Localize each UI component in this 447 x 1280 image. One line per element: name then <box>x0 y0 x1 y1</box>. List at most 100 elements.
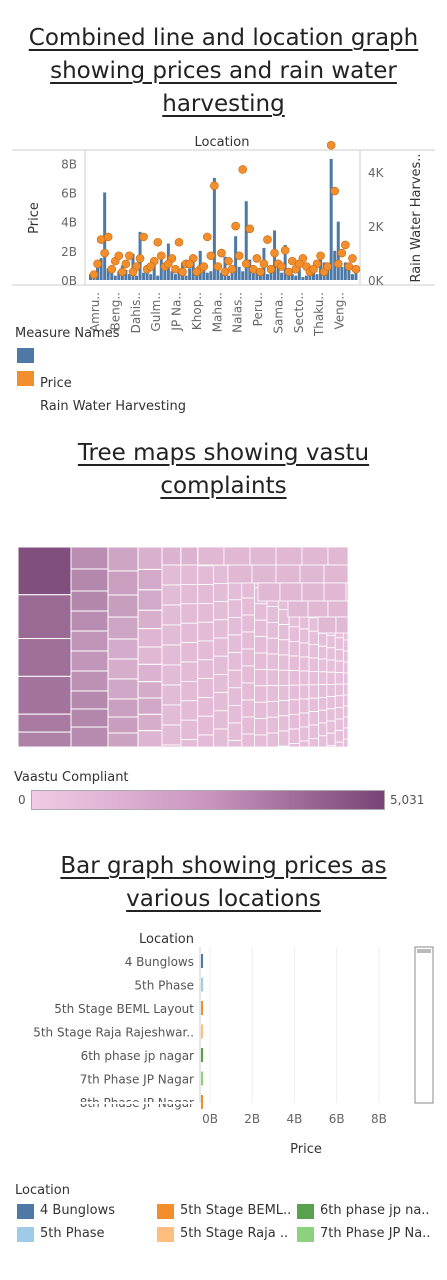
treemap-cell[interactable] <box>213 564 229 584</box>
treemap-cell[interactable] <box>308 630 319 645</box>
treemap-cell[interactable] <box>288 713 300 730</box>
treemap-cell[interactable] <box>334 683 345 697</box>
treemap-cell[interactable] <box>18 547 72 596</box>
treemap-cell[interactable] <box>327 600 348 618</box>
rain-point[interactable] <box>277 262 286 271</box>
treemap-cell[interactable] <box>323 582 347 602</box>
rain-point[interactable] <box>153 237 163 247</box>
treemap-cell[interactable] <box>253 685 268 703</box>
treemap-cell[interactable] <box>107 678 139 700</box>
treemap-cell[interactable] <box>70 726 109 747</box>
treemap-cell[interactable] <box>278 639 290 656</box>
treemap-cell[interactable] <box>180 739 199 747</box>
rain-point[interactable] <box>295 259 304 269</box>
treemap-cell[interactable] <box>334 649 345 662</box>
rain-point[interactable] <box>309 264 318 274</box>
treemap-cell[interactable] <box>227 669 243 689</box>
rain-point[interactable] <box>280 246 290 255</box>
price-bar[interactable] <box>89 274 92 280</box>
price-bar[interactable] <box>135 275 139 280</box>
price-bar[interactable] <box>212 177 216 280</box>
treemap-cell[interactable] <box>326 744 336 747</box>
treemap-cell[interactable] <box>180 680 199 702</box>
price-bar[interactable] <box>311 271 315 280</box>
treemap-cell[interactable] <box>343 672 348 685</box>
treemap-cell[interactable] <box>227 722 243 742</box>
treemap-cell[interactable] <box>161 744 182 747</box>
rain-point[interactable] <box>164 259 173 269</box>
price-bar[interactable] <box>237 266 241 280</box>
treemap-cell[interactable] <box>180 564 199 585</box>
treemap-cell[interactable] <box>107 638 139 660</box>
treemap-cell[interactable] <box>197 603 214 623</box>
treemap-cell[interactable] <box>107 594 139 618</box>
treemap-cell[interactable] <box>318 722 328 737</box>
treemap-cell[interactable] <box>70 670 109 692</box>
price-bar[interactable] <box>251 268 255 280</box>
treemap-cell[interactable] <box>197 621 214 642</box>
treemap-cell[interactable] <box>299 628 310 644</box>
treemap-cell[interactable] <box>288 641 300 657</box>
treemap-cell[interactable] <box>137 589 163 611</box>
price-bar[interactable] <box>308 272 312 280</box>
price-bar[interactable] <box>117 271 121 280</box>
price-bar[interactable] <box>152 265 156 280</box>
price-bar[interactable] <box>265 274 269 280</box>
treemap-cell[interactable] <box>301 547 329 566</box>
treemap-cell[interactable] <box>18 731 72 747</box>
treemap-cell[interactable] <box>299 564 325 584</box>
treemap-cell[interactable] <box>213 674 229 694</box>
treemap-cell[interactable] <box>197 678 214 698</box>
price-bar[interactable] <box>290 274 294 280</box>
treemap-cell[interactable] <box>278 715 290 732</box>
treemap-cell[interactable] <box>227 652 243 671</box>
treemap-cell[interactable] <box>137 713 163 732</box>
price-bar[interactable] <box>340 266 344 280</box>
rain-point[interactable] <box>245 224 255 234</box>
price-bar[interactable] <box>297 268 301 280</box>
treemap-cell[interactable] <box>213 583 229 603</box>
treemap-cell[interactable] <box>197 659 214 680</box>
treemap-cell[interactable] <box>266 637 279 655</box>
price-bar[interactable] <box>99 258 103 280</box>
treemap-cell[interactable] <box>213 619 229 639</box>
treemap-cell[interactable] <box>180 700 199 721</box>
treemap-cell[interactable] <box>137 681 163 699</box>
price-bar[interactable] <box>347 263 351 280</box>
treemap-cell[interactable] <box>137 628 163 648</box>
treemap-cell[interactable] <box>299 656 310 672</box>
rain-point[interactable] <box>316 251 325 261</box>
treemap-cell[interactable] <box>326 696 336 710</box>
rain-point[interactable] <box>231 221 240 231</box>
location-price-bar[interactable] <box>201 977 203 992</box>
rain-point[interactable] <box>351 264 361 274</box>
price-bar[interactable] <box>301 277 305 280</box>
price-bar[interactable] <box>145 268 149 280</box>
treemap-cell[interactable] <box>253 734 268 747</box>
treemap-cell[interactable] <box>213 710 229 730</box>
treemap-cell[interactable] <box>137 568 163 591</box>
treemap-cell[interactable] <box>343 727 348 740</box>
rain-point[interactable] <box>227 264 237 274</box>
rain-point[interactable] <box>210 181 219 190</box>
treemap-cell[interactable] <box>241 733 255 747</box>
treemap-cell[interactable] <box>213 692 229 712</box>
treemap-cell[interactable] <box>278 730 290 747</box>
treemap-cell[interactable] <box>213 601 229 621</box>
treemap-cell[interactable] <box>326 683 336 697</box>
treemap-cell[interactable] <box>334 730 345 743</box>
price-bar[interactable] <box>191 258 195 280</box>
treemap-cell[interactable] <box>334 637 345 650</box>
treemap-cell[interactable] <box>161 684 182 706</box>
treemap-cell[interactable] <box>307 600 329 618</box>
treemap-cell[interactable] <box>278 745 290 747</box>
treemap-cell[interactable] <box>241 682 255 701</box>
rain-point[interactable] <box>333 259 343 269</box>
treemap-cell[interactable] <box>70 630 109 652</box>
rain-point[interactable] <box>121 259 131 269</box>
treemap-cell[interactable] <box>107 547 139 572</box>
rain-point[interactable] <box>93 259 102 269</box>
price-bar[interactable] <box>227 275 231 280</box>
treemap-cell[interactable] <box>161 664 182 686</box>
treemap-cell[interactable] <box>227 634 243 654</box>
